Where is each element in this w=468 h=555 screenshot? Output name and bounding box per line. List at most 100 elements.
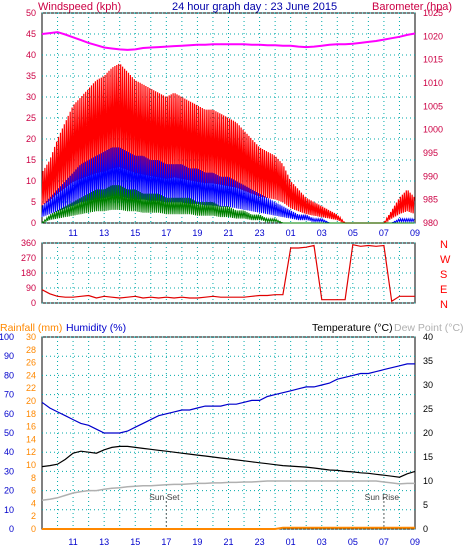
temperature-y-tick-label: 25 (423, 404, 433, 414)
temperature-y-tick-label: 15 (423, 452, 433, 462)
barometer-y-tick-label: 1010 (423, 78, 443, 88)
direction-y-tick-label: 270 (21, 253, 36, 263)
series-temperature (41, 445, 416, 478)
series-direction (41, 243, 415, 303)
compass-label-e: E (440, 284, 447, 296)
rainfall-y-tick-label: 18 (26, 409, 36, 419)
windspeed-axis-title: Windspeed (kph) (38, 1, 121, 13)
wind-y-tick-label: 30 (26, 92, 36, 102)
barometer-y-tick-label: 995 (423, 148, 438, 158)
wind-x-tick-label: 19 (192, 228, 202, 238)
humidity-y-tick-label: 50 (4, 428, 14, 438)
temp-x-tick-label: 05 (348, 537, 358, 547)
wind-y-tick-label: 40 (26, 50, 36, 60)
wind-x-tick-label: 21 (223, 228, 233, 238)
barometer-y-tick-label: 990 (423, 171, 438, 181)
barometer-y-tick-label: 1015 (423, 55, 443, 65)
rainfall-y-tick-label: 2 (31, 511, 36, 521)
rainfall-y-tick-label: 16 (26, 422, 36, 432)
rainfall-y-tick-label: 12 (26, 447, 36, 457)
wind-x-tick-label: 15 (130, 228, 140, 238)
wind-y-tick-label: 20 (26, 134, 36, 144)
wind-x-tick-label: 11 (68, 228, 77, 238)
series-dewpoint (41, 480, 415, 501)
temp-x-tick-label: 15 (130, 537, 140, 547)
wind-x-tick-label: 13 (99, 228, 109, 238)
rainfall-y-tick-label: 20 (26, 396, 36, 406)
rainfall-axis-title: Rainfall (mm) (0, 322, 62, 334)
temperature-y-tick-label: 5 (423, 500, 428, 510)
temp-x-tick-label: 21 (223, 537, 233, 547)
humidity-y-tick-label: 10 (4, 505, 14, 515)
compass-label-s: S (440, 269, 447, 281)
barometer-y-tick-label: 1025 (423, 8, 443, 18)
temperature-y-tick-label: 30 (423, 380, 433, 390)
temp-x-tick-label: 09 (410, 537, 420, 547)
wind-x-tick-label: 07 (379, 228, 389, 238)
rainfall-y-tick-label: 14 (26, 434, 36, 444)
humidity-y-tick-label: 30 (4, 466, 14, 476)
series-humidity (41, 363, 415, 434)
wind-y-tick-label: 0 (31, 218, 36, 228)
wind-y-tick-label: 35 (26, 71, 36, 81)
humidity-y-tick-label: 90 (4, 351, 14, 361)
rainfall-y-tick-label: 26 (26, 358, 36, 368)
barometer-axis-title: Barometer (hpa) (372, 1, 452, 13)
rainfall-y-tick-label: 6 (31, 486, 36, 496)
rainfall-y-tick-label: 8 (31, 473, 36, 483)
wind-y-tick-label: 10 (26, 176, 36, 186)
humidity-y-tick-label: 0 (9, 524, 14, 534)
wind-x-tick-label: 05 (348, 228, 358, 238)
temperature-y-tick-label: 0 (423, 524, 428, 534)
temp-x-tick-label: 11 (68, 537, 77, 547)
rainfall-y-tick-label: 22 (26, 383, 36, 393)
wind-y-tick-label: 45 (26, 29, 36, 39)
direction-y-tick-label: 0 (31, 298, 36, 308)
series-barometer (41, 31, 416, 51)
rainfall-y-tick-label: 0 (31, 524, 36, 534)
sunset-label: Sun Set (149, 492, 180, 502)
temperature-axis-title: Temperature (°C) (312, 322, 393, 334)
wind-x-tick-label: 17 (161, 228, 171, 238)
direction-y-tick-label: 360 (21, 238, 36, 248)
rainfall-y-tick-label: 30 (26, 332, 36, 342)
wind-y-tick-label: 50 (26, 8, 36, 18)
temp-x-tick-label: 01 (286, 537, 296, 547)
humidity-y-tick-label: 60 (4, 409, 14, 419)
temp-x-tick-label: 13 (99, 537, 109, 547)
barometer-y-tick-label: 1000 (423, 125, 443, 135)
barometer-y-tick-label: 1005 (423, 101, 443, 111)
humidity-axis-title: Humidity (%) (66, 322, 126, 334)
humidity-y-tick-label: 80 (4, 370, 14, 380)
temp-x-tick-label: 19 (192, 537, 202, 547)
humidity-y-tick-label: 20 (4, 486, 14, 496)
wind-x-tick-label: 23 (255, 228, 265, 238)
graph-title: 24 hour graph day : 23 June 2015 (172, 1, 337, 13)
compass-label-n-bottom: N (440, 299, 448, 311)
humidity-y-tick-label: 70 (4, 390, 14, 400)
direction-y-tick-label: 180 (21, 268, 36, 278)
temperature-y-tick-label: 35 (423, 356, 433, 366)
direction-y-tick-label: 90 (26, 283, 36, 293)
dewpoint-axis-title: Dew Point (°C) (394, 322, 464, 334)
wind-y-tick-label: 15 (26, 155, 36, 165)
temp-x-tick-label: 07 (379, 537, 389, 547)
rainfall-y-tick-label: 24 (26, 370, 36, 380)
sunrise-label: Sun Rise (365, 492, 400, 502)
rainfall-y-tick-label: 4 (31, 498, 36, 508)
temperature-y-tick-label: 10 (423, 476, 433, 486)
barometer-y-tick-label: 980 (423, 218, 438, 228)
rainfall-y-tick-label: 10 (26, 460, 36, 470)
temperature-y-tick-label: 40 (423, 332, 433, 342)
wind-y-tick-label: 5 (31, 197, 36, 207)
compass-label-w: W (440, 254, 451, 266)
compass-label-n-top: N (440, 239, 448, 251)
wind-x-tick-label: 01 (286, 228, 296, 238)
series-lull (41, 185, 414, 224)
temp-x-tick-label: 17 (161, 537, 171, 547)
series-rainfall (42, 526, 415, 530)
barometer-y-tick-label: 985 (423, 195, 438, 205)
wind-y-tick-label: 25 (26, 113, 36, 123)
wind-x-tick-label: 03 (317, 228, 327, 238)
